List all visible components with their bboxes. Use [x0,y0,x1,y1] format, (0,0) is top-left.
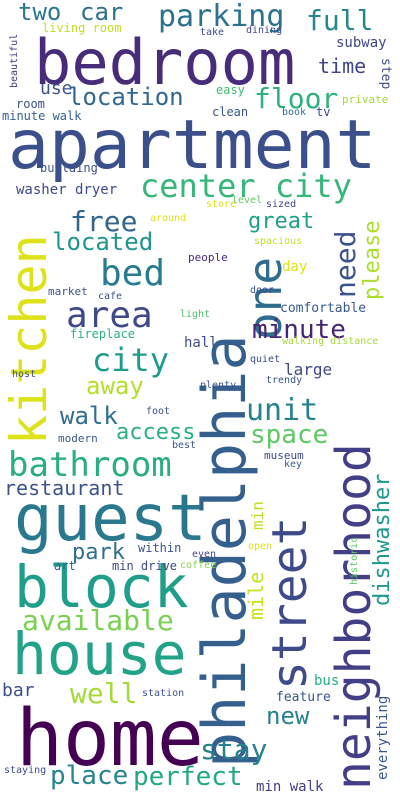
word-available: available [22,604,174,637]
word-book: book [282,107,307,118]
word-restaurant: restaurant [4,476,125,500]
word-living-room: living room [42,21,122,35]
word-access: access [116,420,196,445]
word-easy: easy [216,83,245,97]
word-sized: sized [266,199,297,210]
word-perfect: perfect [133,762,243,792]
word-full: full [306,4,374,37]
word-day: day [282,259,308,275]
word-need: need [329,230,362,298]
word-people: people [188,251,228,264]
word-minute: minute [252,315,346,345]
word-coffee: coffee [180,560,217,571]
word-free: free [70,205,138,238]
word-home: home [16,694,204,784]
word-open: open [248,541,273,552]
word-dining: dining [246,25,283,36]
word-parking: parking [158,0,285,34]
word-within: within [138,541,182,555]
word-subway: subway [336,35,387,51]
word-comfortable: comfortable [280,301,367,316]
word-bar: bar [2,680,35,701]
word-place: place [50,761,129,791]
word-foot: foot [146,406,171,417]
word-car: car [80,0,124,26]
word-two: two [18,0,62,26]
word-beautiful: beautiful [9,33,20,88]
word-everything: everything [375,695,391,780]
word-unit: unit [246,393,319,428]
word-host: host [12,369,37,380]
word-house: house [12,620,187,688]
word-away: away [86,372,144,400]
word-located: located [52,228,154,256]
word-please: please [360,220,385,300]
word-min: min [248,501,267,530]
word-historic: historic [349,536,360,585]
word-art: art [54,559,76,573]
word-fireplace: fireplace [70,327,136,341]
word-store: store [206,199,237,210]
word-trendy: trendy [266,375,303,386]
word-museum: museum [264,449,304,462]
word-best: best [172,440,197,451]
word-floor: floor [254,82,339,115]
word-stay: stay [200,733,268,766]
word-dishwasher: dishwasher [370,473,395,606]
word-market: market [48,285,88,298]
word-new: new [266,702,310,730]
word-private: private [342,93,389,106]
word-kitchen: kitchen [0,234,58,445]
word-great: great [248,209,315,234]
word-plenty: plenty [200,380,237,391]
word-park: park [72,540,125,565]
word-even: even [192,549,217,560]
word-door: door [250,285,275,296]
word-block: block [14,553,189,621]
word-minute-walk: minute walk [2,109,82,123]
word-bathroom: bathroom [8,445,172,485]
word-mile: mile [244,571,268,620]
word-light: light [180,309,211,320]
word-staying: staying [4,765,47,776]
word-street: street [262,516,318,690]
word-station: station [142,688,185,699]
word-spacious: spacious [254,236,303,247]
word-location: location [68,83,184,111]
word-bed: bed [100,253,166,294]
word-bedroom: bedroom [34,26,296,99]
word-walking-distance: walking distance [282,336,379,347]
word-hall: hall [184,335,218,351]
word-take: take [200,27,225,38]
word-around: around [150,213,187,224]
word-center-city: center city [140,167,352,205]
word-modern: modern [58,432,98,445]
word-area: area [66,295,153,336]
word-guest: guest [14,482,207,556]
word-level: level [232,195,263,206]
word-use: use [40,78,73,99]
word-key: key [284,459,303,470]
word-large: large [284,360,333,379]
word-min-walk: min walk [256,779,324,795]
word-time: time [318,54,367,78]
word-room: room [16,97,45,111]
word-tv: tv [316,105,331,119]
word-space: space [250,420,329,450]
word-feature: feature [276,690,331,705]
word-washer-dryer: washer dryer [16,182,118,198]
word-apartment: apartment [8,106,377,185]
word-walk: walk [60,402,118,430]
word-quiet: quiet [250,354,281,365]
word-building: building [40,161,98,175]
word-step: step [378,58,393,90]
word-min-drive: min drive [112,559,178,573]
word-cafe: cafe [98,291,123,302]
word-city: city [92,341,170,379]
word-well: well [70,677,138,710]
word-bus: bus [314,673,340,689]
word-clean: clean [212,105,249,119]
